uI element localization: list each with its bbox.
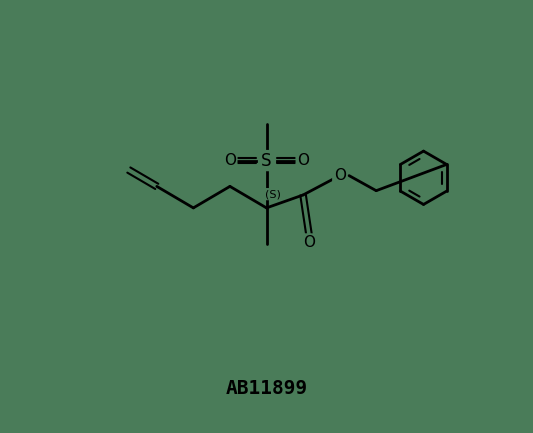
Text: O: O: [297, 153, 309, 168]
Text: S: S: [261, 152, 272, 170]
Text: O: O: [224, 153, 236, 168]
Text: O: O: [334, 168, 345, 183]
Text: O: O: [303, 235, 316, 250]
Text: AB11899: AB11899: [225, 379, 308, 398]
Text: (S): (S): [265, 189, 281, 199]
